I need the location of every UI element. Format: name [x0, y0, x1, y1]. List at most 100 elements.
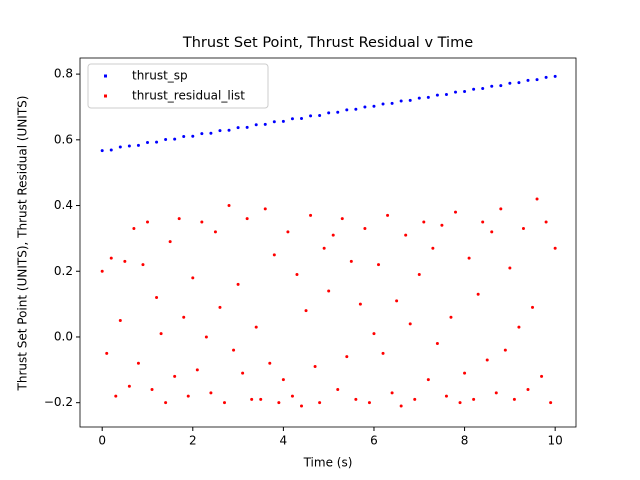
- point: [236, 126, 240, 130]
- point: [340, 217, 344, 221]
- point: [145, 140, 149, 144]
- x-tick-label: 10: [548, 434, 563, 448]
- point: [281, 378, 285, 382]
- point: [164, 401, 168, 405]
- point: [109, 148, 113, 152]
- point: [173, 374, 177, 378]
- point: [431, 246, 435, 250]
- point: [155, 296, 159, 300]
- point: [281, 119, 285, 123]
- point: [118, 145, 122, 149]
- point: [490, 230, 494, 234]
- point: [413, 397, 417, 401]
- point: [272, 120, 276, 124]
- point: [444, 394, 448, 398]
- y-axis-label: Thrust Set Point (UNITS), Thrust Residua…: [16, 96, 30, 392]
- point: [399, 404, 403, 408]
- point: [463, 371, 467, 375]
- point: [200, 132, 204, 136]
- point: [290, 394, 294, 398]
- point: [127, 384, 131, 388]
- point: [232, 348, 236, 352]
- point: [209, 131, 213, 135]
- point: [408, 322, 412, 326]
- point: [549, 401, 553, 405]
- point: [150, 388, 154, 392]
- point: [263, 207, 267, 211]
- point: [136, 143, 140, 147]
- point: [481, 220, 485, 224]
- point: [426, 95, 430, 99]
- point: [304, 309, 308, 313]
- point: [485, 358, 489, 362]
- legend-marker: [104, 74, 107, 78]
- point: [318, 114, 322, 118]
- point: [191, 276, 195, 280]
- y-tick-label: 0.4: [54, 198, 73, 212]
- x-tick-label: 0: [98, 434, 106, 448]
- y-tick-label: −0.2: [44, 395, 73, 409]
- point: [422, 220, 426, 224]
- point: [173, 137, 177, 141]
- point: [241, 371, 245, 375]
- point: [435, 342, 439, 346]
- point: [254, 123, 258, 127]
- point: [544, 220, 548, 224]
- point: [553, 74, 557, 78]
- point: [155, 140, 159, 144]
- point: [327, 289, 331, 293]
- point: [381, 102, 385, 106]
- point: [440, 223, 444, 227]
- point: [363, 227, 367, 231]
- point: [508, 81, 512, 85]
- point: [159, 332, 163, 336]
- point: [182, 135, 186, 139]
- point: [408, 98, 412, 102]
- legend-box: [87, 63, 269, 109]
- point: [136, 361, 140, 365]
- point: [476, 292, 480, 296]
- point: [300, 116, 304, 120]
- point: [535, 197, 539, 201]
- point: [494, 391, 498, 395]
- point: [512, 397, 516, 401]
- point: [263, 122, 267, 126]
- point: [372, 332, 376, 336]
- point: [245, 217, 249, 221]
- plot-frame: [79, 57, 577, 428]
- point: [295, 273, 299, 277]
- point: [449, 315, 453, 319]
- point: [358, 302, 362, 306]
- point: [123, 259, 127, 263]
- x-tick-label: 8: [461, 434, 469, 448]
- point: [145, 220, 149, 224]
- point: [531, 305, 535, 309]
- point: [521, 227, 525, 231]
- point: [227, 204, 231, 208]
- point: [390, 101, 394, 105]
- point: [363, 105, 367, 109]
- point: [222, 401, 226, 405]
- point: [454, 90, 458, 94]
- point: [218, 305, 222, 309]
- point: [322, 246, 326, 250]
- point: [132, 227, 136, 231]
- x-tick-label: 2: [189, 434, 197, 448]
- point: [349, 259, 353, 263]
- point: [417, 96, 421, 100]
- point: [454, 210, 458, 214]
- point: [354, 397, 358, 401]
- point: [336, 388, 340, 392]
- point: [481, 87, 485, 91]
- point: [327, 111, 331, 115]
- point: [290, 117, 294, 121]
- point: [254, 325, 258, 329]
- point: [435, 93, 439, 97]
- point: [114, 394, 118, 398]
- point: [236, 282, 240, 286]
- point: [354, 107, 358, 111]
- point: [381, 351, 385, 355]
- point: [517, 325, 521, 329]
- y-tick-label: 0.8: [54, 67, 73, 81]
- point: [177, 217, 181, 221]
